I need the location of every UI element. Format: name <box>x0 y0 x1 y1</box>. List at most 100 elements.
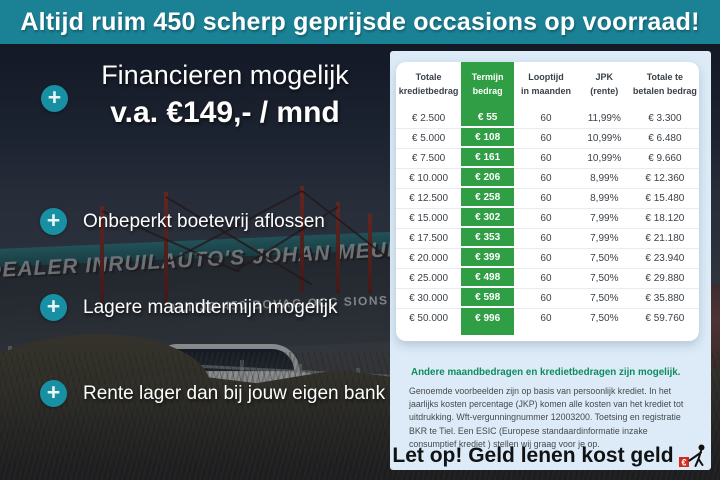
table-row: € 17.500 € 353 60 7,99% € 21.180 <box>396 228 699 248</box>
table-row: € 7.500 € 161 60 10,99% € 9.660 <box>396 148 699 168</box>
table-cell: 60 <box>540 112 552 124</box>
table-cell: € 598 <box>461 288 515 308</box>
footer-disclaimer: Genoemde voorbeelden zijn op basis van p… <box>409 386 684 449</box>
table-cell: € 55 <box>461 108 515 128</box>
plus-glyph: + <box>46 207 61 233</box>
table-cell: € 59.760 <box>630 308 699 328</box>
column-header: Looptijd in maanden <box>520 72 571 96</box>
table-cell: € 498 <box>461 268 515 288</box>
table-cell: € 15.480 <box>630 188 699 208</box>
table-cell: 60 <box>514 148 578 168</box>
table-cell: € 399 <box>461 248 515 268</box>
table-cell: 10,99% <box>577 148 631 168</box>
table-cell: € 20.000 <box>396 248 462 268</box>
table-row: € 25.000 € 498 60 7,50% € 29.880 <box>396 268 699 288</box>
table-row: € 20.000 € 399 60 7,50% € 23.940 <box>396 248 699 268</box>
table-cell: € 206 <box>461 168 515 188</box>
table-row: € 12.500 € 258 60 8,99% € 15.480 <box>396 188 699 208</box>
table-cell: € 21.180 <box>630 228 699 248</box>
column-header: Totale kredietbedrag <box>398 72 459 96</box>
table-cell: € 18.120 <box>630 208 699 228</box>
table-cell: 7,99% <box>577 208 631 228</box>
plus-glyph: + <box>47 84 62 110</box>
column-header-termijn: Termijn bedrag <box>461 62 515 108</box>
table-cell: € 108 <box>461 128 515 148</box>
table-row: € 2.500 € 55 60 11,99% € 3.300 <box>396 108 699 128</box>
finance-table-body: € 2.500 € 55 60 11,99% € 3.300 € 5.000 € 108 60… <box>396 108 699 328</box>
table-cell: € 23.940 <box>630 248 699 268</box>
table-cell: € 12.360 <box>630 168 699 188</box>
table-cell: 8,99% <box>577 168 631 188</box>
plus-icon: + <box>41 85 68 112</box>
banner-text: Altijd ruim 450 scherp geprijsde occasio… <box>20 7 700 36</box>
table-cell: 7,50% <box>577 248 631 268</box>
table-cell: € 161 <box>461 148 515 168</box>
table-cell: € 17.500 <box>396 228 462 248</box>
table-cell: 7,50% <box>577 308 631 328</box>
table-cell: € 996 <box>461 308 515 328</box>
table-cell: € 30.000 <box>396 288 462 308</box>
table-row: € 15.000 € 302 60 7,99% € 18.120 <box>396 208 699 228</box>
finance-table-card: Totale kredietbedrag Termijn bedrag Loop… <box>396 62 699 341</box>
table-cell: 11,99% <box>587 112 621 124</box>
table-cell: 60 <box>514 168 578 188</box>
column-header: JPK (rente) <box>590 72 619 96</box>
table-cell: € 12.500 <box>396 188 462 208</box>
table-row: € 5.000 € 108 60 10,99% € 6.480 <box>396 128 699 148</box>
promo-bullet-label: Rente lager dan bij jouw eigen bank <box>83 382 386 404</box>
promo-bullet: + Onbeperkt boetevrij aflossen <box>40 208 325 235</box>
plus-glyph: + <box>46 379 61 405</box>
table-cell: € 7.500 <box>396 148 462 168</box>
column-header: Totale te betalen bedrag <box>632 72 697 96</box>
table-cell: € 258 <box>461 188 515 208</box>
table-row: € 30.000 € 598 60 7,50% € 35.880 <box>396 288 699 308</box>
credit-warning-text: Let op! Geld lenen kost geld <box>392 444 674 467</box>
table-cell: € 2.500 <box>411 112 446 124</box>
table-cell: 10,99% <box>577 128 631 148</box>
table-cell: € 302 <box>461 208 515 228</box>
table-cell: 60 <box>514 208 578 228</box>
table-cell: € 50.000 <box>396 308 462 328</box>
geld-lenen-kost-geld-icon: € <box>678 444 705 468</box>
promo-price: v.a. €149,- / mnd <box>110 96 340 129</box>
table-cell: € 5.000 <box>396 128 462 148</box>
table-cell: 7,99% <box>577 228 631 248</box>
table-cell: 60 <box>514 308 578 328</box>
table-cell: € 15.000 <box>396 208 462 228</box>
promo-bullet-label: Lagere maandtermijn mogelijk <box>83 296 338 318</box>
table-cell: 8,99% <box>577 188 631 208</box>
plus-icon: + <box>40 208 67 235</box>
plus-glyph: + <box>46 293 61 319</box>
promo-bullet: + Rente lager dan bij jouw eigen bank <box>40 380 385 407</box>
table-cell: € 35.880 <box>630 288 699 308</box>
table-row: € 50.000 € 996 60 7,50% € 59.760 <box>396 308 699 328</box>
table-cell: € 9.660 <box>630 148 699 168</box>
table-cell: 60 <box>514 128 578 148</box>
footer-highlight: Andere maandbedragen en kredietbedragen … <box>411 367 681 378</box>
svg-text:€: € <box>681 458 686 468</box>
plus-icon: + <box>40 294 67 321</box>
table-cell: € 10.000 <box>396 168 462 188</box>
promo-headline: Financieren mogelijk <box>101 60 349 90</box>
finance-panel: Totale kredietbedrag Termijn bedrag Loop… <box>390 51 711 470</box>
promo-bullet-label: Onbeperkt boetevrij aflossen <box>83 210 325 232</box>
table-cell: 60 <box>514 248 578 268</box>
table-cell: 60 <box>514 188 578 208</box>
table-cell: € 6.480 <box>630 128 699 148</box>
table-cell: € 29.880 <box>630 268 699 288</box>
table-cell: 60 <box>514 268 578 288</box>
credit-warning: Let op! Geld lenen kost geld € <box>390 444 711 468</box>
table-row: € 10.000 € 206 60 8,99% € 12.360 <box>396 168 699 188</box>
table-cell: € 3.300 <box>648 112 682 124</box>
top-banner: Altijd ruim 450 scherp geprijsde occasio… <box>0 0 720 44</box>
table-cell: 60 <box>514 228 578 248</box>
table-cell: € 25.000 <box>396 268 462 288</box>
promo-bullet: + Lagere maandtermijn mogelijk <box>40 294 338 321</box>
table-cell: € 353 <box>461 228 515 248</box>
table-cell: 60 <box>514 288 578 308</box>
table-cell: 7,50% <box>577 288 631 308</box>
table-cell: 7,50% <box>577 268 631 288</box>
plus-icon: + <box>40 380 67 407</box>
